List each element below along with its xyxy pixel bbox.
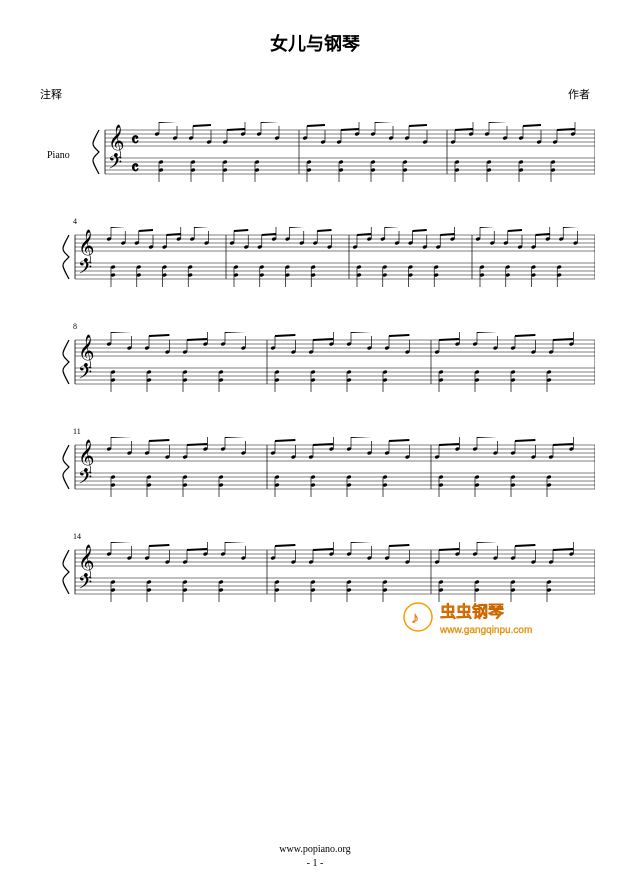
svg-text:𝄴: 𝄴 <box>131 158 139 178</box>
svg-text:𝄢: 𝄢 <box>78 572 92 597</box>
svg-text:𝄴: 𝄴 <box>131 130 139 150</box>
staff-system: Piano𝄞𝄢𝄴𝄴 <box>35 122 595 192</box>
grand-staff: 𝄞𝄢𝄴𝄴 <box>35 122 595 192</box>
credit-left: 注释 <box>40 86 62 102</box>
svg-text:𝄢: 𝄢 <box>78 362 92 387</box>
watermark: ♪ 虫虫钢琴 www.gangqinpu.com <box>400 595 580 650</box>
staff-system: 11𝄞𝄢 <box>35 437 595 507</box>
footer-url: www.popiano.org <box>0 843 630 857</box>
svg-text:♪: ♪ <box>411 610 419 627</box>
svg-text:𝄢: 𝄢 <box>78 257 92 282</box>
watermark-url: www.gangqinpu.com <box>439 625 532 636</box>
instrument-label: Piano <box>47 150 70 161</box>
grand-staff: 𝄞𝄢 <box>35 437 595 507</box>
systems-container: Piano𝄞𝄢𝄴𝄴4𝄞𝄢8𝄞𝄢11𝄞𝄢14𝄞𝄢 <box>35 122 595 612</box>
score-title: 女儿与钢琴 <box>35 30 595 56</box>
measure-number: 11 <box>73 427 81 436</box>
grand-staff: 𝄞𝄢 <box>35 332 595 402</box>
measure-number: 8 <box>73 322 77 331</box>
footer-page: - 1 - <box>0 857 630 871</box>
credit-right: 作者 <box>568 86 590 102</box>
svg-text:𝄢: 𝄢 <box>78 467 92 492</box>
score-page: 女儿与钢琴 注释 作者 Piano𝄞𝄢𝄴𝄴4𝄞𝄢8𝄞𝄢11𝄞𝄢14𝄞𝄢 ♪ 虫虫… <box>0 0 630 667</box>
credits-row: 注释 作者 <box>35 86 595 102</box>
page-footer: www.popiano.org - 1 - <box>0 843 630 871</box>
svg-text:𝄢: 𝄢 <box>108 152 122 177</box>
watermark-brand: 虫虫钢琴 <box>440 602 505 621</box>
measure-number: 4 <box>73 217 77 226</box>
staff-system: 4𝄞𝄢 <box>35 227 595 297</box>
staff-system: 8𝄞𝄢 <box>35 332 595 402</box>
measure-number: 14 <box>73 532 81 541</box>
grand-staff: 𝄞𝄢 <box>35 227 595 297</box>
